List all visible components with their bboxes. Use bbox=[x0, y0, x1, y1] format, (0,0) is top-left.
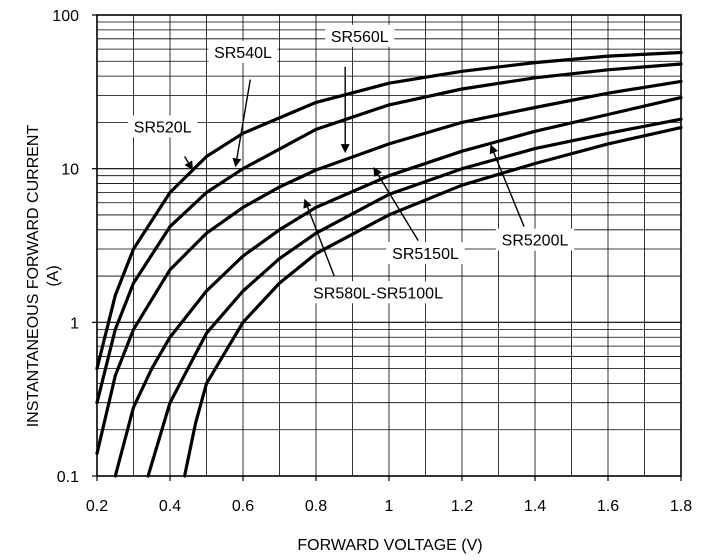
x-axis-title: FORWARD VOLTAGE (V) bbox=[297, 537, 482, 554]
annotation-arrow bbox=[183, 156, 193, 171]
annotation-arrow bbox=[232, 79, 251, 168]
y-tick-label: 1 bbox=[70, 315, 79, 332]
y-axis-title-line2: (A) bbox=[45, 265, 62, 286]
annotation-label: SR520L bbox=[134, 119, 192, 136]
annotation-label: SR560L bbox=[331, 29, 389, 46]
annotation-label-bg bbox=[208, 40, 278, 63]
x-tick-label: 1 bbox=[385, 498, 394, 515]
annotation-label: SR540L bbox=[214, 45, 272, 62]
y-tick-label: 100 bbox=[52, 8, 79, 25]
annotation-label: SR5150L bbox=[392, 246, 459, 263]
series-line-2 bbox=[95, 79, 683, 456]
y-axis-title-line1: INSTANTANEOUS FORWARD CURRENT bbox=[25, 125, 42, 428]
annotation-arrow bbox=[489, 144, 525, 227]
x-tick-label: 0.6 bbox=[232, 498, 254, 515]
y-tick-label: 10 bbox=[61, 162, 79, 179]
annotation-label: SR5200L bbox=[502, 233, 569, 250]
series-line-5 bbox=[183, 125, 683, 478]
annotation-label-bg bbox=[306, 281, 450, 304]
series-line-1 bbox=[95, 62, 683, 405]
x-tick-label: 0.8 bbox=[305, 498, 327, 515]
y-tick-label: 0.1 bbox=[57, 469, 79, 486]
annotation-arrow bbox=[303, 198, 335, 277]
x-tick-label: 0.2 bbox=[86, 498, 108, 515]
x-tick-label: 1.2 bbox=[451, 498, 473, 515]
series-line-0 bbox=[95, 50, 683, 371]
series-lines bbox=[95, 50, 683, 478]
series-line-4 bbox=[146, 117, 683, 478]
axes: 0.2 0.4 0.6 0.8 1 1.2 1.4 1.6 1.8 0.1 1 10 100 bbox=[52, 8, 692, 515]
annotation-label-bg bbox=[386, 242, 465, 265]
annotations: SR520L SR540L SR560L SR580L-SR5100L SR5150L S… bbox=[128, 24, 575, 304]
y-axis-title: INSTANTANEOUS FORWARD CURRENT (A) bbox=[25, 125, 62, 428]
annotation-arrow bbox=[373, 166, 419, 242]
annotation-label-bg bbox=[128, 115, 198, 138]
annotation-label-bg bbox=[495, 228, 575, 251]
x-tick-label: 1.6 bbox=[597, 498, 619, 515]
annotation-label: SR580L-SR5100L bbox=[313, 285, 443, 302]
annotation-label-bg bbox=[325, 24, 395, 47]
series-line-3 bbox=[113, 95, 683, 478]
x-tick-label: 1.4 bbox=[524, 498, 546, 515]
x-tick-label: 1.8 bbox=[670, 498, 692, 515]
x-tick-label: 0.4 bbox=[159, 498, 181, 515]
